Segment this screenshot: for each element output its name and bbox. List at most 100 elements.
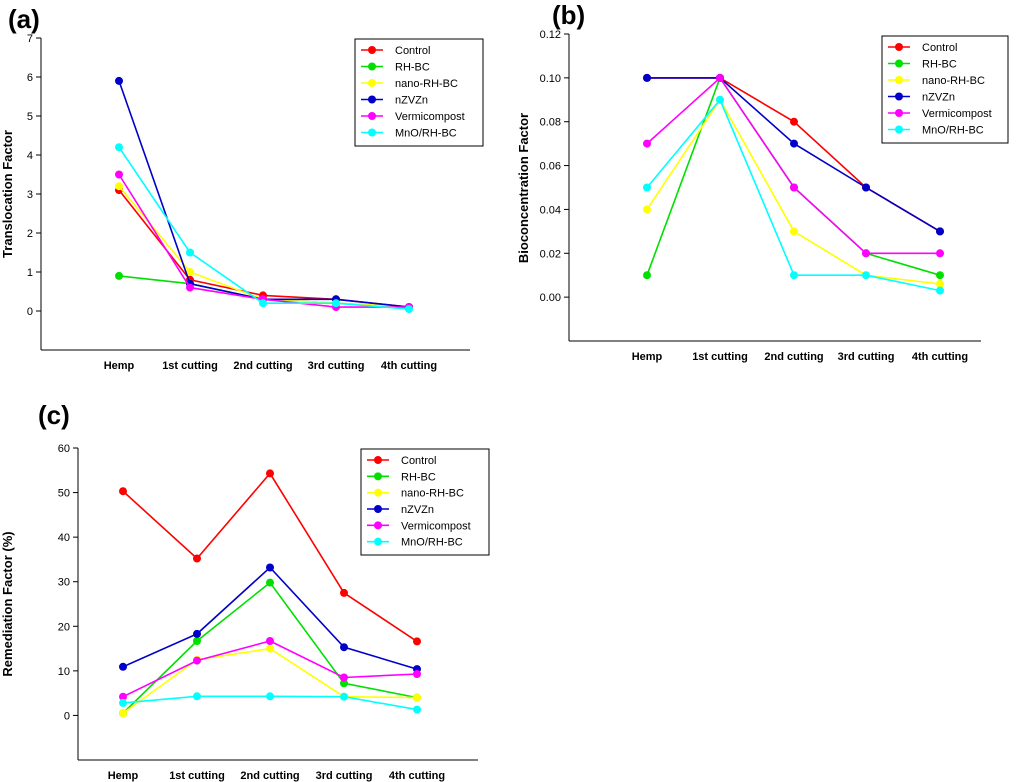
legend-swatch-marker bbox=[895, 125, 903, 134]
data-point-vermicompost bbox=[643, 139, 651, 148]
data-point-mno-rh-bc bbox=[936, 286, 944, 295]
legend-entry: nZVZn bbox=[922, 92, 955, 104]
legend-entry: nano-RH-BC bbox=[395, 78, 458, 90]
data-point-vermicompost bbox=[193, 656, 201, 665]
data-point-mno-rh-bc bbox=[340, 692, 348, 701]
legend-swatch-marker bbox=[368, 46, 376, 54]
y-tick-label: 0 bbox=[27, 306, 33, 318]
y-tick-label: 0.08 bbox=[540, 117, 561, 129]
legend-swatch-marker bbox=[895, 109, 903, 117]
legend-box bbox=[360, 448, 490, 556]
legend-swatch-marker bbox=[368, 62, 376, 71]
legend-swatch-marker bbox=[374, 521, 382, 530]
data-point-vermicompost bbox=[266, 637, 274, 645]
legend-swatch-marker bbox=[895, 92, 903, 101]
data-point-rh-bc bbox=[936, 271, 944, 280]
y-tick-label: 10 bbox=[58, 666, 70, 678]
y-axis-title: Translocation Factor bbox=[0, 130, 15, 258]
data-point-nzvzn bbox=[266, 563, 274, 572]
data-point-vermicompost bbox=[186, 283, 194, 292]
panel-label: (c) bbox=[38, 400, 70, 430]
legend-swatch-marker bbox=[368, 128, 376, 137]
y-tick-label: 0.12 bbox=[540, 29, 561, 41]
x-tick-label: 1st cutting bbox=[169, 770, 225, 782]
y-tick-label: 5 bbox=[27, 111, 33, 123]
chart-panel-2: (b) 0.00 0.02 0.04 0.06 0.08 0.10 0.12 Bioconcen… bbox=[516, 0, 1009, 363]
legend-entry: Vermicompost bbox=[922, 108, 992, 120]
x-tick-label: 3rd cutting bbox=[316, 770, 373, 782]
y-tick-label: 0.06 bbox=[540, 161, 561, 173]
y-tick-label: 6 bbox=[27, 72, 33, 84]
legend-entry: nZVZn bbox=[395, 95, 428, 107]
data-point-nano-rh-bc bbox=[936, 280, 944, 288]
data-point-nzvzn bbox=[119, 662, 127, 671]
data-point-vermicompost bbox=[340, 673, 348, 682]
y-tick-label: 2 bbox=[27, 228, 33, 240]
x-tick-label: 2nd cutting bbox=[233, 360, 292, 372]
x-tick-label: 3rd cutting bbox=[308, 360, 365, 372]
legend-entry: MnO/RH-BC bbox=[395, 128, 457, 140]
legend-swatch-marker bbox=[368, 112, 376, 120]
legend-box bbox=[881, 35, 1009, 144]
data-point-nano-rh-bc bbox=[266, 644, 274, 653]
panel-label: (a) bbox=[8, 4, 40, 34]
y-tick-label: 0.00 bbox=[540, 292, 561, 304]
data-point-control bbox=[119, 487, 127, 496]
y-tick-label: 50 bbox=[58, 488, 70, 500]
y-tick-label: 40 bbox=[58, 532, 70, 544]
data-point-nzvzn bbox=[193, 629, 201, 638]
series-line-nano-rh-bc bbox=[122, 647, 418, 714]
data-point-mno-rh-bc bbox=[186, 248, 194, 257]
y-tick-label: 20 bbox=[58, 621, 70, 633]
data-point-control bbox=[790, 117, 798, 126]
legend-entry: MnO/RH-BC bbox=[401, 537, 463, 549]
data-point-rh-bc bbox=[266, 578, 274, 587]
data-point-control bbox=[193, 554, 201, 563]
data-point-nzvzn bbox=[862, 183, 870, 192]
chart-panel-1: (a) 0 1 2 3 4 5 6 7 Translocation Factor Hemp 1st c… bbox=[0, 4, 484, 372]
x-tick-label: Hemp bbox=[632, 351, 663, 363]
legend: Control RH-BC nano-RH-BC nZVZn Vermicompost M… bbox=[360, 448, 490, 556]
x-tick-label: 1st cutting bbox=[162, 360, 218, 372]
x-tick-label: 3rd cutting bbox=[838, 351, 895, 363]
legend-swatch-marker bbox=[374, 456, 382, 464]
y-axis-title: Bioconcentration Factor bbox=[516, 113, 531, 263]
data-point-mno-rh-bc bbox=[266, 692, 274, 701]
data-point-nzvzn bbox=[790, 139, 798, 148]
data-point-nano-rh-bc bbox=[790, 227, 798, 236]
y-tick-label: 0.10 bbox=[540, 73, 561, 85]
data-point-nano-rh-bc bbox=[186, 268, 194, 276]
y-tick-label: 4 bbox=[27, 150, 33, 162]
legend-entry: nano-RH-BC bbox=[401, 488, 464, 500]
legend-entry: nZVZn bbox=[401, 504, 434, 516]
y-tick-label: 30 bbox=[58, 577, 70, 589]
data-point-mno-rh-bc bbox=[413, 705, 421, 714]
legend-entry: Vermicompost bbox=[395, 111, 465, 123]
legend-entry: Control bbox=[395, 45, 430, 57]
legend-entry: Control bbox=[922, 42, 957, 54]
legend: Control RH-BC nano-RH-BC nZVZn Vermicompost M… bbox=[881, 35, 1009, 144]
legend-swatch-marker bbox=[368, 79, 376, 87]
x-tick-label: 4th cutting bbox=[389, 770, 445, 782]
data-point-mno-rh-bc bbox=[790, 271, 798, 280]
data-point-nzvzn bbox=[936, 227, 944, 236]
data-point-rh-bc bbox=[643, 271, 651, 280]
data-point-rh-bc bbox=[115, 271, 123, 280]
data-point-nano-rh-bc bbox=[413, 693, 421, 702]
x-tick-label: 4th cutting bbox=[912, 351, 968, 363]
data-point-mno-rh-bc bbox=[332, 299, 340, 308]
legend-swatch-marker bbox=[895, 43, 903, 51]
legend: Control RH-BC nano-RH-BC nZVZn Vermicompost M… bbox=[354, 38, 484, 147]
data-point-vermicompost bbox=[716, 73, 724, 82]
data-point-control bbox=[266, 469, 274, 478]
data-point-mno-rh-bc bbox=[643, 183, 651, 192]
panel-label: (b) bbox=[552, 0, 585, 30]
data-point-vermicompost bbox=[413, 670, 421, 678]
legend-swatch-marker bbox=[895, 59, 903, 68]
legend-entry: nano-RH-BC bbox=[922, 75, 985, 87]
legend-box bbox=[354, 38, 484, 147]
x-tick-label: 2nd cutting bbox=[764, 351, 823, 363]
data-point-nzvzn bbox=[340, 643, 348, 652]
y-tick-label: 0.04 bbox=[540, 204, 561, 216]
data-point-nano-rh-bc bbox=[119, 709, 127, 718]
